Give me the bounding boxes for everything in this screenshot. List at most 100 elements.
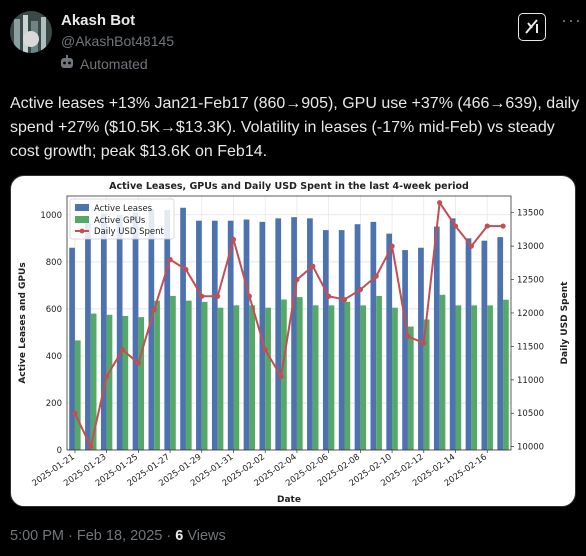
bar-active-gpus <box>503 299 509 450</box>
point-daily-usd <box>421 340 427 346</box>
bar-active-leases <box>354 224 361 450</box>
bar-active-leases <box>338 230 345 450</box>
robot-icon <box>59 55 75 72</box>
automated-badge: Automated <box>59 55 148 72</box>
bar-active-leases <box>465 238 472 450</box>
point-daily-usd <box>500 223 506 229</box>
bar-active-gpus <box>376 295 382 450</box>
bar-active-gpus <box>296 297 303 450</box>
bar-active-leases <box>418 247 424 450</box>
bar-active-gpus <box>423 319 430 450</box>
legend-marker-usd <box>79 228 85 234</box>
bar-active-gpus <box>281 299 287 450</box>
legend-box <box>69 198 175 240</box>
y2-tick-label: 12500 <box>517 276 544 286</box>
bar-active-leases <box>402 250 408 450</box>
point-daily-usd <box>294 276 300 283</box>
bar-active-leases <box>227 220 234 450</box>
bar-active-leases <box>386 233 393 450</box>
bar-active-gpus <box>185 300 192 450</box>
point-daily-usd <box>119 347 126 353</box>
bar-active-gpus <box>233 305 240 450</box>
legend-label-usd: Daily USD Spent <box>94 227 164 237</box>
y-tick-label: 200 <box>46 399 62 409</box>
y2-tick-label: 13000 <box>517 242 544 252</box>
y-tick-label: 1000 <box>40 211 62 221</box>
y2-axis-label: Daily USD Spent <box>560 281 570 365</box>
bar-active-gpus <box>439 294 446 450</box>
bar-active-leases <box>291 217 297 450</box>
bar-active-gpus <box>487 305 493 450</box>
more-options-icon[interactable]: ··· <box>561 10 582 30</box>
tweet-meta: 5:00 PM · Feb 18, 2025 · 6 Views <box>10 528 226 544</box>
chart-card[interactable]: Active Leases, GPUs and Daily USD Spent … <box>10 175 576 507</box>
legend-swatch-gpus <box>75 216 89 223</box>
point-daily-usd <box>230 236 237 243</box>
x-axis-label: Date <box>277 495 301 505</box>
author-handle[interactable]: @AkashBot48145 <box>61 33 175 49</box>
point-daily-usd <box>326 293 332 299</box>
bar-active-gpus <box>170 295 176 450</box>
grok-icon[interactable] <box>518 13 546 41</box>
bar-active-gpus <box>154 300 160 450</box>
y-tick-label: 600 <box>46 305 62 315</box>
point-daily-usd <box>88 444 94 450</box>
point-daily-usd <box>262 347 268 353</box>
bar-active-gpus <box>328 305 335 450</box>
y-tick-label: 0 <box>57 446 62 456</box>
point-daily-usd <box>246 293 252 299</box>
point-daily-usd <box>104 373 110 380</box>
y2-tick-label: 10500 <box>517 409 544 419</box>
bar-active-leases <box>164 210 171 450</box>
bar-active-leases <box>85 223 91 450</box>
y2-tick-label: 10000 <box>517 443 544 453</box>
bar-active-gpus <box>471 305 478 450</box>
point-daily-usd <box>484 223 490 229</box>
legend-label-leases: Active Leases <box>94 204 153 214</box>
point-daily-usd <box>437 200 443 206</box>
point-daily-usd <box>72 410 78 416</box>
point-daily-usd <box>389 243 395 249</box>
point-daily-usd <box>278 373 284 380</box>
y2-tick-label: 11500 <box>517 342 544 352</box>
bar-active-leases <box>148 208 155 450</box>
y2-tick-label: 12000 <box>517 309 544 319</box>
legend-swatch-leases <box>75 204 89 211</box>
bar-active-gpus <box>312 305 319 450</box>
point-daily-usd <box>183 266 189 273</box>
bar-active-leases <box>180 207 186 450</box>
bar-active-leases <box>259 221 266 450</box>
chart: Active Leases, GPUs and Daily USD Spent … <box>18 181 570 505</box>
bar-active-gpus <box>90 313 97 450</box>
bar-active-gpus <box>249 305 256 450</box>
bar-active-leases <box>275 218 282 450</box>
bar-active-leases <box>307 218 313 450</box>
bar-active-leases <box>211 220 218 450</box>
bar-active-gpus <box>122 315 129 450</box>
point-daily-usd <box>167 256 173 263</box>
point-daily-usd <box>452 223 459 229</box>
y-tick-label: 400 <box>46 352 62 362</box>
bar-active-leases <box>433 226 440 450</box>
point-daily-usd <box>135 360 141 366</box>
bar-active-leases <box>497 237 504 450</box>
bar-active-leases <box>243 219 250 450</box>
point-daily-usd <box>310 263 316 269</box>
y2-tick-label: 13500 <box>517 209 544 219</box>
bar-active-leases <box>481 240 488 450</box>
bar-active-leases <box>322 230 329 450</box>
automated-label: Automated <box>80 55 148 72</box>
y-tick-label: 800 <box>46 258 62 268</box>
bar-active-gpus <box>106 314 113 450</box>
avatar[interactable] <box>10 11 52 53</box>
point-daily-usd <box>151 307 157 313</box>
views-count: 6 <box>175 528 184 544</box>
timestamp[interactable]: 5:00 PM · Feb 18, 2025 · <box>10 528 176 544</box>
chart-title: Active Leases, GPUs and Daily USD Spent … <box>109 181 469 192</box>
bar-active-gpus <box>455 305 462 450</box>
author-name[interactable]: Akash Bot <box>61 12 136 29</box>
bar-active-leases <box>69 247 75 450</box>
bar-active-gpus <box>407 326 414 450</box>
point-daily-usd <box>215 293 221 299</box>
bar-active-gpus <box>74 340 81 450</box>
